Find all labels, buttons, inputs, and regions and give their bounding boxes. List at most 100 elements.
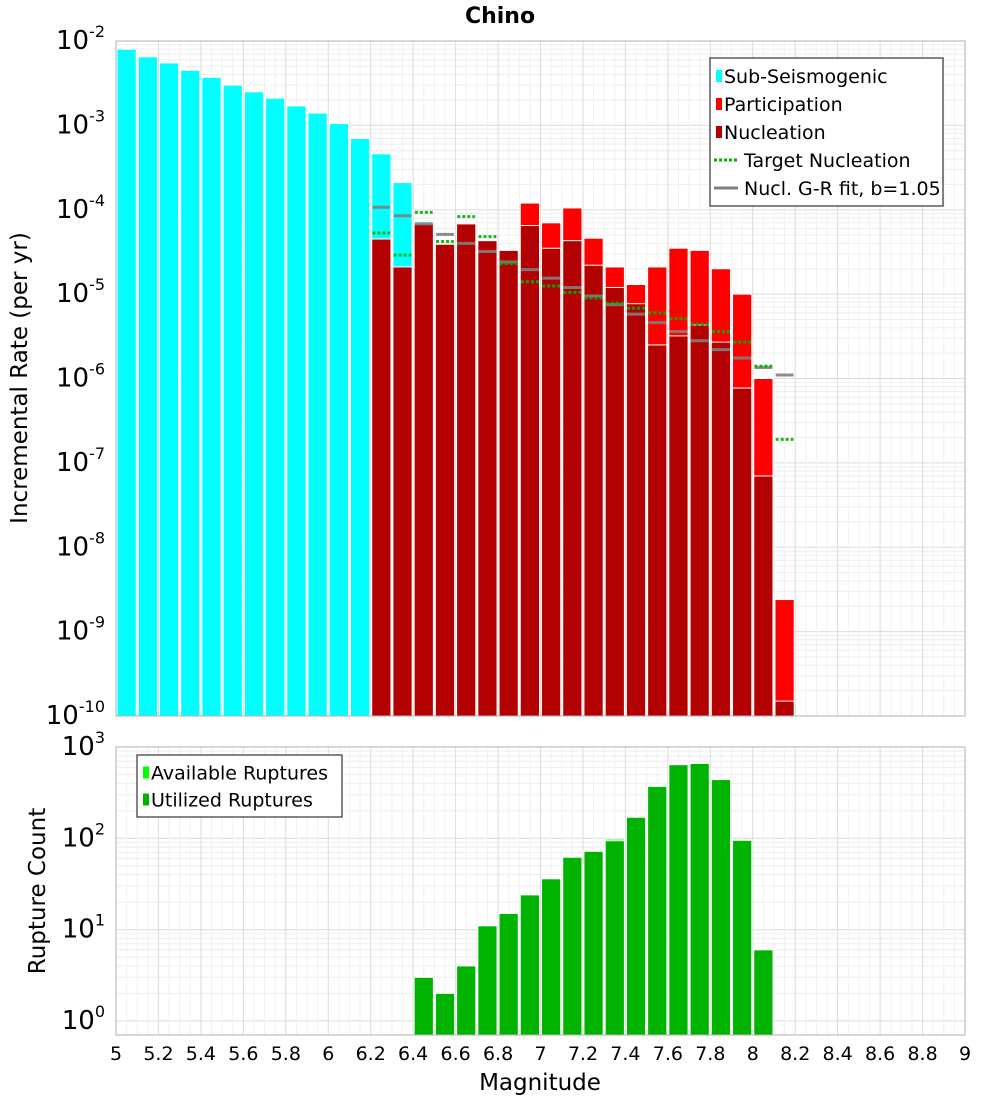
utilized-ruptures-bar (583, 850, 604, 1036)
sub-seismogenic-bar (201, 76, 222, 717)
nucleation-bar (477, 240, 498, 717)
utilized-ruptures-bar (477, 925, 498, 1036)
legend-label: Utilized Ruptures (151, 790, 313, 812)
x-tick-label: 6.4 (398, 1043, 428, 1065)
x-tick-label: 6.6 (440, 1043, 470, 1065)
legend-swatch (716, 70, 722, 82)
x-tick-label: 7.8 (695, 1043, 725, 1065)
legend-label: Available Ruptures (151, 763, 328, 785)
legend-swatch (716, 98, 722, 110)
x-tick-label: 6.8 (483, 1043, 513, 1065)
legend-label: Nucleation (724, 122, 826, 144)
nucleation-bar (583, 264, 604, 717)
rate-y-tick-label: 10-8 (56, 528, 105, 562)
sub-seismogenic-bar (180, 69, 201, 717)
utilized-ruptures-bar (434, 992, 456, 1036)
x-tick-label: 5.4 (186, 1043, 216, 1065)
utilized-ruptures-bar (753, 949, 774, 1036)
chart-title: Chino (465, 4, 535, 29)
rate-chart-panel: Chino 10-1010-910-810-710-610-510-410-31… (7, 4, 966, 731)
rate-y-tick-label: 10-9 (56, 613, 105, 647)
utilized-ruptures-bar (562, 856, 583, 1036)
nucleation-bar (371, 238, 392, 717)
utilized-ruptures-bar (541, 878, 562, 1036)
rate-y-tick-label: 10-4 (56, 191, 105, 225)
utilized-ruptures-bar (710, 779, 732, 1036)
x-axis-label: Magnitude (479, 1070, 601, 1096)
nucleation-bar (519, 225, 541, 717)
x-tick-label: 7.2 (568, 1043, 598, 1065)
rate-y-tick-label: 10-2 (56, 22, 105, 56)
utilized-ruptures-bar (498, 912, 519, 1036)
rate-legend: Sub-Seismogenic Participation Nucleation Ta… (709, 57, 944, 207)
rate-plot-frame (115, 40, 966, 717)
utilized-ruptures-bar (519, 894, 541, 1036)
sub-seismogenic-bar (158, 62, 180, 717)
count-legend: Available Ruptures Utilized Ruptures (136, 754, 343, 818)
utilized-ruptures-bar (647, 785, 668, 1036)
x-tick-label: 8.6 (865, 1043, 895, 1065)
magnitude-x-ticks: 5 5.2 5.4 5.6 5.8 6 6.2 6.4 6.6 6.8 7 7.2 7.4 7.6 7.8 8… (110, 1043, 971, 1065)
count-bars (413, 762, 774, 1036)
sub-seismogenic-bar (307, 112, 328, 717)
x-tick-label: 8.8 (907, 1043, 937, 1065)
sub-seismogenic-bar (349, 137, 371, 717)
participation-bar (774, 599, 795, 717)
rate-y-tick-label: 10-6 (56, 360, 105, 394)
nucleation-bar (604, 286, 625, 717)
count-y-ticks: 100 101 102 103 (62, 728, 105, 1036)
nucleation-bar (625, 303, 647, 717)
rate-y-axis-label: Incremental Rate (per yr) (7, 232, 33, 524)
utilized-ruptures-bar (413, 976, 434, 1036)
x-tick-label: 5.8 (271, 1043, 301, 1065)
legend-label: Sub-Seismogenic (724, 66, 888, 88)
nucleation-bar (456, 223, 477, 717)
rate-y-tick-label: 10-5 (56, 275, 105, 309)
x-tick-label: 5 (110, 1043, 122, 1065)
legend-swatch (716, 126, 722, 138)
legend-label: Participation (724, 94, 843, 116)
count-y-tick-label: 100 (62, 1002, 105, 1036)
count-chart-panel: 100 101 102 103 5 5.2 5.4 5.6 5.8 6 6.2 6.4 6.6 6.8 7… (25, 728, 971, 1096)
x-tick-label: 8.4 (823, 1043, 853, 1065)
utilized-ruptures-bar (604, 840, 625, 1036)
sub-seismogenic-bar (265, 97, 286, 717)
x-tick-label: 8.2 (780, 1043, 810, 1065)
legend-box (136, 754, 343, 818)
rate-y-tick-label: 10-3 (56, 106, 105, 140)
utilized-ruptures-bar (732, 839, 753, 1036)
count-y-tick-label: 103 (62, 728, 105, 762)
count-plot-frame (115, 746, 966, 1036)
nucleation-bar (562, 240, 583, 717)
x-tick-label: 8 (747, 1043, 759, 1065)
nucleation-bar (392, 266, 413, 717)
legend-swatch (143, 793, 149, 806)
x-tick-label: 9 (959, 1043, 971, 1065)
nucleation-bar (774, 700, 795, 717)
x-tick-label: 5.2 (143, 1043, 173, 1065)
legend-swatch (143, 766, 149, 779)
rate-y-ticks: 10-10 10-9 10-8 10-7 10-6 10-5 10-4 10-3 10-2 (46, 22, 105, 731)
nucleation-bar (413, 223, 434, 717)
nucleation-bar (668, 335, 689, 717)
sub-seismogenic-bar (137, 56, 158, 717)
utilized-ruptures-bar (668, 764, 689, 1036)
x-tick-label: 6.2 (356, 1043, 386, 1065)
count-y-axis-label: Rupture Count (25, 808, 51, 974)
utilized-ruptures-bar (689, 762, 710, 1036)
rate-step-lines (372, 205, 794, 441)
legend-box (709, 57, 944, 207)
sub-seismogenic-bar (243, 91, 265, 717)
nucleation-bar (710, 341, 732, 717)
sub-seismogenic-bar (116, 48, 137, 717)
sub-seismogenic-bar (286, 105, 307, 717)
legend-label: Target Nucleation (743, 150, 911, 172)
x-tick-label: 5.6 (228, 1043, 258, 1065)
x-tick-label: 7.4 (610, 1043, 640, 1065)
sub-seismogenic-bar (222, 84, 243, 717)
x-tick-label: 7 (534, 1043, 546, 1065)
x-tick-label: 6 (322, 1043, 334, 1065)
count-y-tick-label: 101 (62, 911, 105, 945)
nucleation-bar (753, 475, 774, 717)
